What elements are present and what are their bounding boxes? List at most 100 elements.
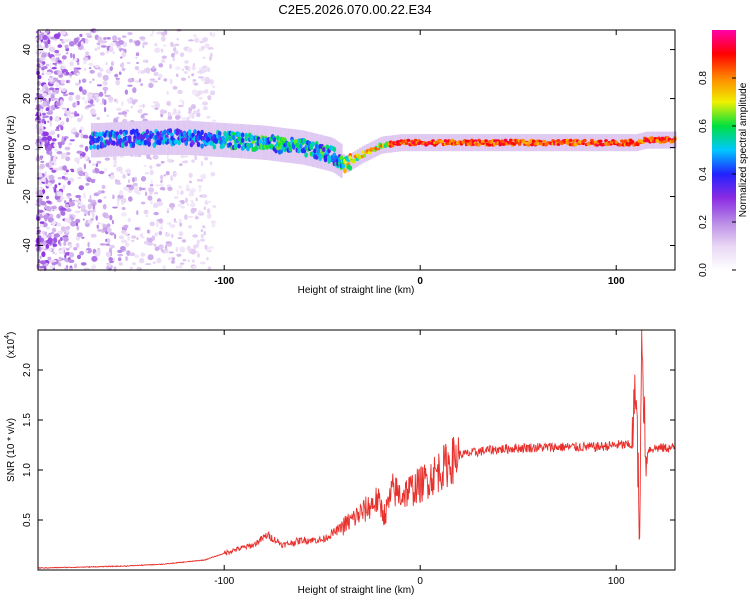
spectral-noise-blob — [193, 34, 197, 38]
spectral-noise-blob — [39, 57, 46, 61]
spectral-band-blob — [200, 129, 204, 135]
spectral-noise-blob — [81, 97, 85, 100]
snr-multiplier-base: (x10 — [6, 338, 17, 358]
spectral-noise-blob — [135, 52, 140, 57]
spectral-noise-blob — [118, 262, 123, 266]
spectral-noise-blob — [177, 89, 183, 95]
spectral-noise-blob — [172, 57, 176, 62]
spectral-noise-blob — [85, 32, 92, 36]
spectral-noise-blob — [154, 47, 161, 53]
spectral-band-blob — [124, 129, 128, 135]
spectral-noise-blob — [196, 241, 200, 248]
spectral-band-blob — [237, 131, 241, 138]
spectral-noise-blob — [210, 220, 216, 224]
spectral-noise-blob — [203, 231, 206, 236]
spectral-noise-blob — [69, 198, 73, 203]
spectral-noise-blob — [138, 105, 144, 108]
spectral-noise-blob — [135, 56, 138, 60]
spectral-noise-blob — [109, 244, 115, 249]
snr-y-tick-label: 0.5 — [22, 513, 33, 527]
spectral-noise-blob — [46, 135, 53, 142]
spectral-noise-blob — [185, 187, 190, 192]
spectral-noise-blob — [163, 78, 168, 82]
snr-y-tick-label: 2.0 — [22, 363, 33, 377]
spectral-noise-blob — [153, 211, 159, 216]
spectral-noise-blob — [63, 39, 69, 43]
spectral-band-blob — [276, 135, 280, 141]
spectral-noise-blob — [206, 208, 211, 214]
spectral-noise-blob — [66, 152, 71, 156]
spectral-band-blob — [240, 137, 245, 143]
spectral-noise-blob — [57, 134, 60, 138]
spectral-noise-blob — [54, 184, 58, 189]
spectral-noise-blob — [41, 126, 44, 131]
spectral-noise-blob — [139, 257, 145, 264]
spectral-noise-blob — [189, 180, 192, 184]
spectral-noise-blob — [106, 238, 111, 244]
spectral-noise-blob — [158, 73, 163, 79]
spectral-noise-blob — [98, 91, 104, 97]
spectral-noise-blob — [199, 67, 203, 71]
spectral-noise-blob — [190, 104, 196, 110]
colorbar-tick-label: 0.8 — [698, 71, 709, 85]
spectral-noise-blob — [153, 80, 158, 83]
snr-multiplier-exp: 4 — [4, 335, 11, 339]
spectral-band-blob — [233, 143, 238, 149]
spectral-noise-blob — [159, 109, 166, 115]
spectral-band-halo — [328, 136, 331, 172]
spectral-noise-blob — [72, 57, 78, 62]
spectral-noise-blob — [174, 220, 178, 223]
spectral-band-blob — [97, 131, 102, 137]
spectral-noise-blob — [99, 52, 105, 56]
spectral-noise-blob — [67, 208, 71, 213]
spectral-band-blob — [184, 140, 188, 146]
spectral-noise-blob — [45, 178, 49, 185]
spectral-noise-blob — [51, 205, 57, 210]
spectral-noise-blob — [210, 171, 216, 177]
spectral-noise-blob — [63, 200, 67, 204]
spectral-noise-blob — [79, 144, 84, 148]
spectral-noise-blob — [90, 233, 97, 238]
spectral-noise-blob — [212, 205, 217, 208]
colorbar-tick-label: 0.0 — [698, 263, 709, 277]
spectral-noise-blob — [63, 172, 69, 176]
spectral-noise-blob — [39, 221, 45, 224]
spectral-noise-blob — [65, 47, 70, 52]
spectral-noise-blob — [191, 112, 195, 119]
spectral-noise-blob — [55, 57, 58, 64]
spectral-noise-blob — [78, 185, 85, 191]
spectral-noise-blob — [79, 155, 83, 159]
spectral-noise-blob — [69, 267, 73, 270]
spectral-noise-blob — [42, 131, 49, 137]
snr-y-tick-label: 1.5 — [22, 413, 33, 427]
spectrogram-frame — [37, 29, 676, 271]
spectral-noise-blob — [137, 192, 141, 195]
spectral-noise-blob — [99, 68, 104, 72]
spectral-noise-blob — [68, 92, 75, 96]
spectral-noise-blob — [179, 246, 186, 253]
spectral-noise-blob — [133, 185, 138, 190]
colorbar-tick-label: 0.4 — [698, 167, 709, 181]
spectral-noise-blob — [45, 71, 52, 76]
spectral-noise-blob — [154, 102, 160, 109]
spectral-noise-blob — [56, 222, 59, 226]
spectral-noise-blob — [36, 129, 42, 135]
spectral-noise-blob — [79, 251, 84, 256]
spectral-noise-blob — [212, 85, 216, 88]
spectral-noise-blob — [147, 195, 153, 201]
spectral-noise-blob — [116, 107, 122, 112]
spectral-noise-blob — [120, 246, 126, 251]
spectral-noise-blob — [43, 101, 47, 107]
spectral-noise-blob — [109, 46, 114, 53]
spectral-noise-blob — [140, 233, 144, 238]
spectral-noise-blob — [172, 86, 178, 90]
spectral-noise-blob — [200, 161, 204, 167]
spectral-noise-blob — [154, 232, 158, 237]
spectral-noise-blob — [97, 222, 101, 225]
spectral-noise-blob — [201, 68, 206, 74]
spectral-noise-blob — [53, 33, 60, 39]
spectral-noise-blob — [75, 113, 80, 117]
spectral-noise-blob — [186, 184, 190, 188]
spectral-noise-blob — [175, 73, 179, 78]
